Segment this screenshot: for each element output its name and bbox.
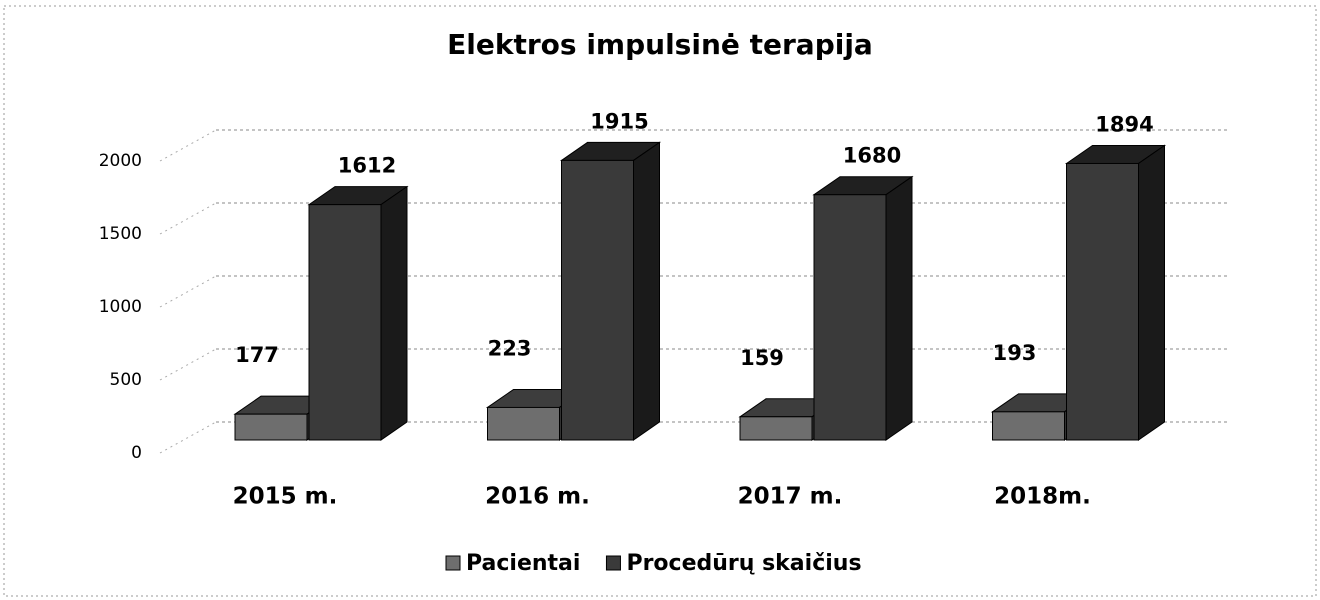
grid-side: [159, 129, 217, 162]
x-tick-label: 2017 m.: [738, 484, 843, 510]
grid-side: [159, 421, 217, 454]
chart-title: Elektros impulsinė terapija: [447, 28, 873, 61]
bar: [307, 185, 409, 441]
data-label: 1894: [1095, 112, 1153, 136]
bar: [559, 141, 662, 441]
y-tick-label: 2000: [99, 151, 142, 171]
legend-swatch: [445, 555, 461, 571]
bar-front: [308, 204, 382, 441]
grid-side: [159, 202, 217, 235]
bar-front: [561, 159, 634, 441]
data-label: 223: [488, 336, 532, 360]
bar: [812, 175, 914, 441]
x-tick-label: 2015 m.: [233, 484, 338, 510]
data-label: 159: [740, 346, 784, 370]
bar-side: [885, 175, 913, 441]
chart-border: [3, 5, 1317, 597]
data-label: 1915: [590, 109, 648, 133]
bar-side: [1138, 144, 1165, 441]
bar: [1064, 144, 1167, 441]
y-tick-label: 1500: [99, 224, 142, 244]
bar-side: [380, 185, 408, 441]
data-label: 1612: [338, 154, 396, 178]
y-tick-label: 500: [110, 370, 142, 390]
bar-front: [739, 416, 813, 441]
x-tick-label: 2018m.: [994, 484, 1091, 510]
data-label: 193: [993, 341, 1037, 365]
y-tick-label: 1000: [99, 297, 142, 317]
bar-front: [1066, 162, 1139, 441]
bar-side: [633, 141, 660, 441]
y-tick-label: 0: [131, 443, 142, 463]
bar-front: [234, 413, 308, 441]
data-label: 177: [235, 343, 279, 367]
grid-side: [159, 348, 217, 381]
data-label: 1680: [843, 144, 901, 168]
bar-front: [487, 406, 560, 441]
legend-label: Pacientai: [466, 551, 580, 576]
legend-label: Procedūrų skaičius: [626, 551, 861, 576]
legend-swatch: [605, 555, 621, 571]
x-tick-label: 2016 m.: [485, 484, 590, 510]
grid-side: [159, 275, 217, 308]
bar-front: [813, 194, 887, 441]
bar-front: [992, 411, 1065, 441]
